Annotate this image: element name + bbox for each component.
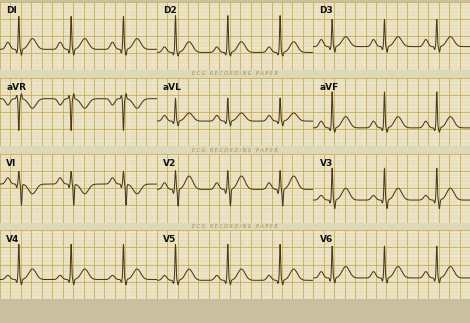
Text: V4: V4	[6, 235, 20, 244]
Text: DI: DI	[6, 6, 17, 16]
Text: D3: D3	[320, 6, 333, 16]
Text: VI: VI	[6, 159, 16, 168]
Text: aVL: aVL	[163, 83, 182, 92]
Text: V5: V5	[163, 235, 176, 244]
Text: E C G   R E C O R D I N G   P A P E R: E C G R E C O R D I N G P A P E R	[192, 224, 278, 229]
Text: V2: V2	[163, 159, 176, 168]
Text: V3: V3	[320, 159, 333, 168]
Text: E C G   R E C O R D I N G   P A P E R: E C G R E C O R D I N G P A P E R	[192, 71, 278, 77]
Text: aVR: aVR	[6, 83, 26, 92]
Text: V6: V6	[320, 235, 333, 244]
Text: E C G   R E C O R D I N G   P A P E R: E C G R E C O R D I N G P A P E R	[192, 148, 278, 153]
Text: aVF: aVF	[320, 83, 339, 92]
Text: D2: D2	[163, 6, 177, 16]
